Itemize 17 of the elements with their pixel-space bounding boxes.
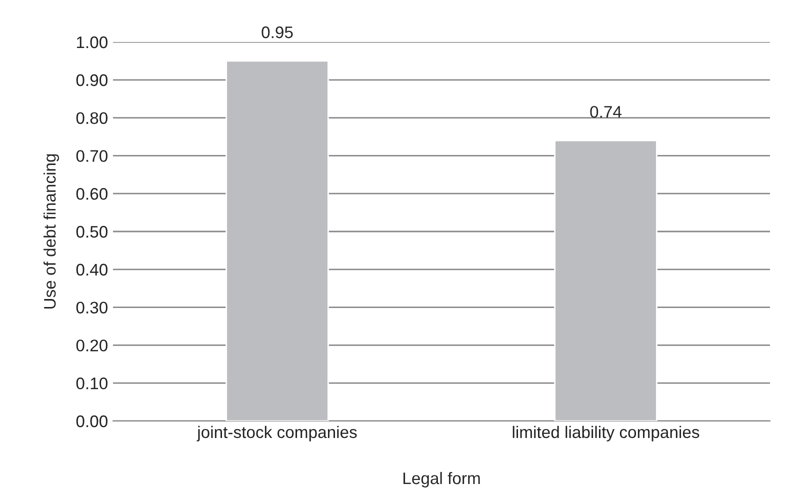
y-tick-label: 0.00	[76, 415, 108, 428]
y-tick-label: 0.90	[76, 74, 108, 86]
x-axis-title: Legal form	[404, 472, 480, 488]
x-tick-label: limited liability companies	[512, 426, 700, 442]
y-tick-label: 0.60	[76, 188, 108, 200]
y-tick-label: 0.80	[76, 112, 108, 124]
y-tick-label: 0.40	[76, 264, 108, 276]
y-tick-label: 0.20	[76, 340, 108, 352]
x-tick-label: joint-stock companies	[196, 426, 357, 442]
y-tick-label: 0.10	[76, 378, 108, 390]
y-tick-label: 1.00	[76, 36, 108, 48]
y-tick-label: 0.50	[76, 226, 108, 238]
data-label: 0.95	[262, 26, 293, 38]
y-axis-title: Use of debt financing	[44, 154, 60, 308]
y-tick-label: 0.70	[76, 150, 108, 162]
y-tick-label: 0.30	[76, 302, 108, 314]
data-label: 0.74	[590, 106, 622, 118]
